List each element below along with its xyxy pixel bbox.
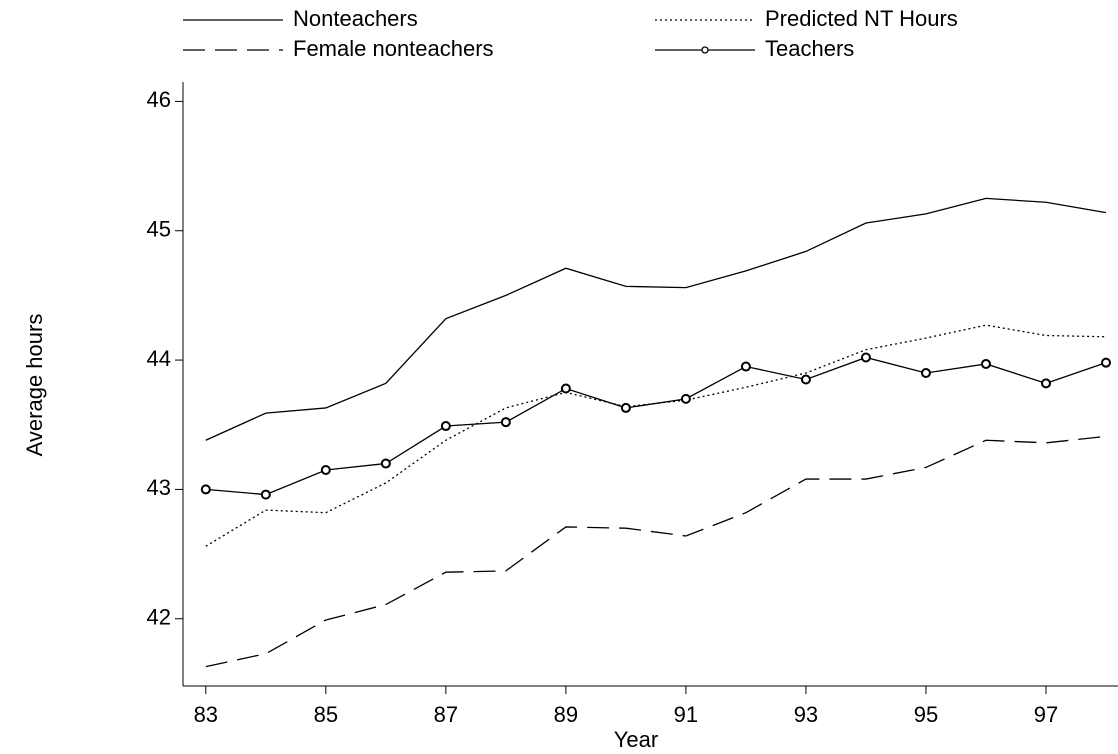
point <box>560 383 571 394</box>
y-tick-label: 43 <box>147 475 171 500</box>
point <box>1040 378 1051 389</box>
point <box>1100 357 1111 368</box>
y-axis-label: Average hours <box>22 314 47 457</box>
x-axis-label: Year <box>614 727 658 752</box>
legend-label: Predicted NT Hours <box>765 6 958 31</box>
legend-label: Nonteachers <box>293 6 418 31</box>
point <box>440 421 451 432</box>
point <box>860 352 871 363</box>
x-tick-label: 85 <box>314 702 338 727</box>
y-tick-label: 45 <box>147 217 171 242</box>
point <box>740 361 751 372</box>
x-tick-label: 97 <box>1034 702 1058 727</box>
point <box>980 358 991 369</box>
legend-label: Teachers <box>765 36 854 61</box>
point <box>680 393 691 404</box>
x-tick-label: 87 <box>434 702 458 727</box>
x-tick-label: 89 <box>554 702 578 727</box>
x-tick-label: 91 <box>674 702 698 727</box>
y-tick-label: 44 <box>147 346 171 371</box>
series-line <box>205 324 1107 547</box>
y-tick-label: 46 <box>147 87 171 112</box>
series-line <box>205 356 1107 496</box>
x-tick-label: 95 <box>914 702 938 727</box>
legend-label: Female nonteachers <box>293 36 494 61</box>
point <box>800 374 811 385</box>
point <box>200 484 211 495</box>
series-line <box>205 435 1107 668</box>
point <box>920 368 931 379</box>
x-tick-label: 83 <box>194 702 218 727</box>
x-tick-label: 93 <box>794 702 818 727</box>
point <box>260 489 271 500</box>
point <box>380 458 391 469</box>
point <box>320 465 331 476</box>
point <box>620 402 631 413</box>
series-line <box>205 197 1107 441</box>
y-tick-label: 42 <box>147 605 171 630</box>
point <box>500 417 511 428</box>
legend-marker <box>701 46 709 54</box>
